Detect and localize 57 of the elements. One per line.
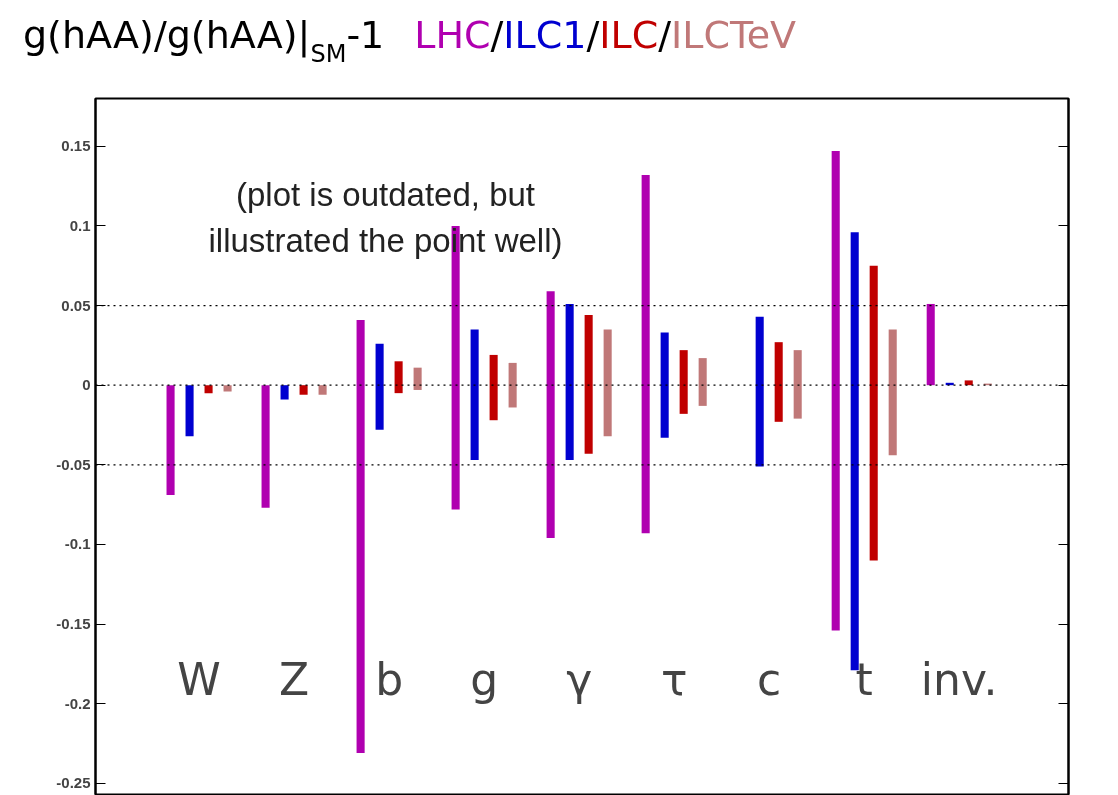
x-tick-label: inv.	[920, 654, 998, 706]
bar	[660, 332, 669, 438]
x-tick-label: c	[757, 654, 782, 706]
x-tick-label: γ	[566, 654, 593, 706]
bar	[869, 265, 878, 561]
bar	[831, 151, 840, 631]
bar	[356, 319, 365, 754]
bar	[603, 329, 612, 437]
text: ILC1	[503, 13, 587, 57]
bar	[774, 342, 783, 422]
bar	[280, 385, 289, 400]
bar	[394, 361, 403, 394]
bar	[565, 303, 574, 461]
bar	[470, 329, 479, 461]
x-tick-label: τ	[660, 654, 688, 706]
bar	[584, 315, 593, 454]
x-tick-label: W	[177, 654, 221, 706]
text: /	[490, 13, 504, 57]
bar	[318, 385, 327, 395]
y-tick-label: 0.1	[69, 216, 91, 234]
bar	[679, 350, 688, 414]
bar	[755, 316, 764, 467]
bar	[413, 367, 422, 390]
y-tick-label: -0.2	[64, 694, 91, 712]
bar	[261, 385, 270, 508]
bar	[926, 303, 935, 386]
bar	[641, 174, 650, 534]
y-tick-label: -0.15	[56, 615, 91, 633]
bar	[888, 329, 897, 456]
x-tick-label: g	[470, 654, 499, 706]
text: ILCTeV	[671, 13, 797, 57]
bar	[166, 385, 175, 496]
bar	[698, 358, 707, 406]
bar	[204, 385, 213, 394]
x-tick-label: t	[855, 654, 873, 706]
y-tick-label: -0.05	[56, 455, 91, 473]
x-tick-label: Z	[279, 654, 310, 706]
bar	[546, 291, 555, 539]
bar	[185, 385, 194, 437]
y-tick-label: 0	[82, 376, 91, 394]
text: ILC	[599, 13, 659, 57]
text: LHC	[414, 13, 491, 57]
x-tick-label: b	[375, 654, 404, 706]
bar	[964, 380, 973, 386]
y-tick-label: -0.25	[56, 774, 91, 792]
y-tick-label: -0.1	[64, 535, 91, 553]
bar	[223, 385, 232, 392]
bar	[375, 343, 384, 430]
text: /	[658, 13, 671, 57]
text: /	[586, 13, 600, 57]
bar	[299, 385, 308, 395]
bar	[489, 354, 498, 421]
chart-title: g(hAA)/g(hAA)|$_{SM}$-1	[23, 13, 385, 68]
y-tick-label: 0.15	[61, 137, 91, 155]
bar	[793, 350, 802, 419]
y-tick-label: 0.05	[61, 296, 91, 314]
bar	[508, 362, 517, 408]
